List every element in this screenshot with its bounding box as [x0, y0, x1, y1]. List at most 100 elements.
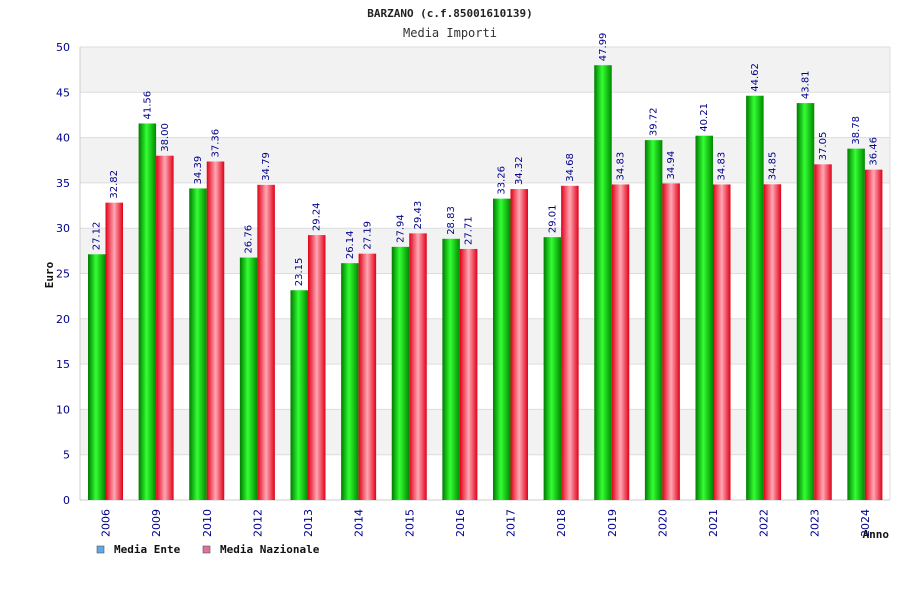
bar-media-ente-2019: [594, 65, 612, 500]
x-axis-label: Anno: [863, 528, 890, 541]
bars: [88, 65, 883, 501]
data-label-media-nazionale-2024: 36.46: [869, 137, 880, 166]
x-tick-label-2012: 2012: [251, 509, 264, 537]
bar-media-ente-2010: [189, 188, 207, 500]
y-tick-label: 0: [63, 494, 70, 507]
bar-media-nazionale-2014: [358, 253, 377, 500]
data-label-media-nazionale-2017: 34.32: [514, 156, 525, 185]
data-label-media-nazionale-2023: 37.05: [818, 132, 829, 161]
y-tick-label: 50: [56, 41, 70, 54]
plot-band: [80, 92, 890, 138]
y-axis-ticks: 0 5 10 15 20 25 30 35 40 45 50: [56, 41, 70, 507]
data-label-media-ente-2017: 33.26: [497, 166, 508, 195]
y-tick-label: 30: [56, 222, 70, 235]
data-label-media-ente-2024: 38.78: [851, 116, 862, 145]
data-label-media-nazionale-2019: 34.83: [616, 152, 627, 181]
x-tick-label-2019: 2019: [606, 509, 619, 537]
x-tick-label-2009: 2009: [150, 509, 163, 537]
data-label-media-ente-2016: 28.83: [446, 206, 457, 235]
x-tick-label-2023: 2023: [808, 509, 821, 537]
bar-media-ente-2023: [796, 103, 815, 501]
data-label-media-nazionale-2015: 29.43: [413, 201, 424, 230]
data-labels: 27.12 32.82 41.56 38.00 34.39 37.36 26.76 34.79…: [92, 33, 880, 287]
bar-media-nazionale-2013: [308, 235, 326, 500]
chart-subtitle: Media Importi: [403, 26, 497, 40]
data-label-media-nazionale-2018: 34.68: [565, 153, 576, 182]
bar-media-ente-2017: [493, 198, 511, 500]
data-label-media-nazionale-2006: 32.82: [109, 170, 120, 199]
data-label-media-nazionale-2014: 27.19: [362, 221, 373, 250]
x-tick-label-2015: 2015: [403, 509, 416, 537]
bar-media-ente-2024: [847, 148, 865, 500]
y-tick-label: 25: [56, 268, 70, 281]
data-label-media-ente-2021: 40.21: [699, 103, 710, 132]
bar-media-nazionale-2020: [662, 183, 680, 500]
bar-media-nazionale-2022: [763, 184, 782, 500]
y-tick-label: 20: [56, 313, 70, 326]
bar-media-ente-2012: [239, 257, 258, 500]
bar-media-ente-2018: [543, 237, 562, 500]
legend: Media Ente Media Nazionale: [96, 543, 320, 556]
data-label-media-ente-2020: 39.72: [649, 107, 660, 136]
y-tick-label: 10: [56, 403, 70, 416]
legend-swatch-media-ente: [96, 545, 105, 554]
bar-media-nazionale-2012: [257, 184, 275, 500]
bar-media-ente-2022: [746, 95, 764, 500]
y-tick-label: 45: [56, 86, 70, 99]
bar-media-nazionale-2010: [206, 161, 225, 500]
bar-media-ente-2009: [138, 123, 157, 500]
data-label-media-ente-2014: 26.14: [345, 231, 356, 260]
y-tick-label: 5: [63, 449, 70, 462]
data-label-media-nazionale-2016: 27.71: [464, 216, 475, 245]
x-tick-label-2006: 2006: [100, 509, 113, 537]
data-label-media-ente-2013: 23.15: [294, 258, 305, 287]
x-axis-ticks: 2006 2009 2010 2012 2013 2014 2015 2016 2017 2018…: [100, 509, 872, 537]
x-tick-label-2021: 2021: [707, 509, 720, 537]
bar-media-ente-2015: [391, 246, 410, 500]
bar-media-nazionale-2009: [156, 155, 174, 500]
data-label-media-ente-2012: 26.76: [244, 225, 255, 254]
x-tick-label-2024: 2024: [859, 509, 872, 537]
data-label-media-ente-2022: 44.62: [750, 63, 761, 92]
x-tick-label-2016: 2016: [454, 509, 467, 537]
y-axis-label: Euro: [43, 261, 56, 288]
bar-media-ente-2006: [88, 254, 106, 500]
bar-media-nazionale-2018: [561, 185, 579, 500]
bar-media-nazionale-2006: [105, 202, 123, 500]
data-label-media-nazionale-2022: 34.85: [767, 152, 778, 181]
bar-media-nazionale-2017: [510, 189, 528, 501]
y-tick-label: 35: [56, 177, 70, 190]
y-tick-label: 15: [56, 358, 70, 371]
data-label-media-ente-2009: 41.56: [142, 91, 153, 120]
chart-title: BARZANO (c.f.85001610139): [367, 7, 533, 20]
data-label-media-ente-2015: 27.94: [396, 214, 407, 243]
x-tick-label-2013: 2013: [302, 509, 315, 537]
bar-media-ente-2013: [290, 290, 308, 500]
x-tick-label-2014: 2014: [353, 509, 366, 537]
x-tick-label-2010: 2010: [201, 509, 214, 537]
bar-media-nazionale-2023: [814, 164, 832, 500]
plot-band: [80, 47, 890, 93]
bar-media-nazionale-2019: [611, 184, 630, 501]
data-label-media-nazionale-2009: 38.00: [160, 123, 171, 152]
y-tick-label: 40: [56, 132, 70, 145]
data-label-media-ente-2019: 47.99: [598, 33, 609, 62]
data-label-media-nazionale-2021: 34.83: [717, 152, 728, 181]
legend-label-media-nazionale: Media Nazionale: [220, 543, 320, 556]
data-label-media-nazionale-2013: 29.24: [312, 202, 323, 231]
bar-media-ente-2014: [341, 263, 359, 500]
bar-media-nazionale-2021: [713, 184, 731, 501]
x-tick-label-2020: 2020: [656, 509, 669, 537]
legend-label-media-ente: Media Ente: [114, 543, 181, 556]
x-tick-label-2018: 2018: [555, 509, 568, 537]
bar-media-nazionale-2016: [459, 248, 478, 500]
data-label-media-nazionale-2020: 34.94: [666, 151, 677, 180]
data-label-media-nazionale-2010: 37.36: [211, 129, 222, 158]
data-label-media-ente-2018: 29.01: [547, 205, 558, 234]
bar-media-nazionale-2024: [864, 169, 883, 500]
bar-media-ente-2020: [644, 140, 663, 501]
x-tick-label-2022: 2022: [758, 509, 771, 537]
bar-media-nazionale-2015: [409, 233, 427, 500]
bar-media-ente-2021: [695, 135, 713, 501]
legend-swatch-media-nazionale: [202, 545, 211, 554]
